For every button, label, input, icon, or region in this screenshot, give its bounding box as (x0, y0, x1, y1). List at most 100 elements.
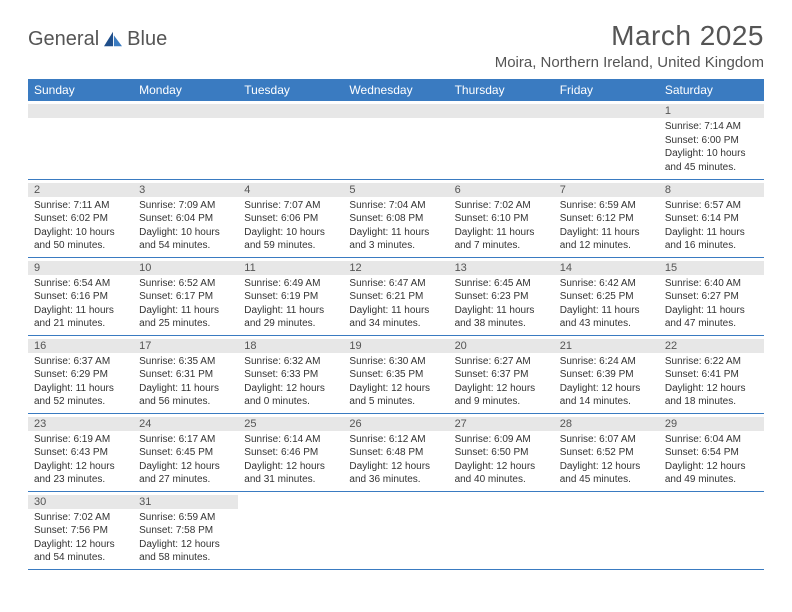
sunrise-text: Sunrise: 6:27 AM (455, 355, 548, 369)
calendar-cell: 29Sunrise: 6:04 AMSunset: 6:54 PMDayligh… (659, 413, 764, 491)
calendar-cell (238, 491, 343, 569)
sunset-text: Sunset: 6:50 PM (455, 446, 548, 460)
daylight2-text: and 49 minutes. (665, 473, 758, 487)
daylight1-text: Daylight: 11 hours (560, 304, 653, 318)
sunrise-text: Sunrise: 7:14 AM (665, 120, 758, 134)
sunset-text: Sunset: 6:25 PM (560, 290, 653, 304)
empty-day-bar (238, 104, 343, 118)
calendar-cell (554, 491, 659, 569)
day-number: 4 (238, 183, 343, 197)
calendar-row: 2Sunrise: 7:11 AMSunset: 6:02 PMDaylight… (28, 179, 764, 257)
daylight2-text: and 52 minutes. (34, 395, 127, 409)
sunset-text: Sunset: 6:52 PM (560, 446, 653, 460)
month-title: March 2025 (495, 20, 764, 52)
calendar-cell: 31Sunrise: 6:59 AMSunset: 7:58 PMDayligh… (133, 491, 238, 569)
day-number: 30 (28, 495, 133, 509)
day-number: 12 (343, 261, 448, 275)
daylight2-text: and 9 minutes. (455, 395, 548, 409)
header: General Blue March 2025 Moira, Northern … (28, 20, 764, 71)
day-number: 19 (343, 339, 448, 353)
weekday-header-row: Sunday Monday Tuesday Wednesday Thursday… (28, 79, 764, 101)
weekday-header: Saturday (659, 79, 764, 101)
day-number: 8 (659, 183, 764, 197)
day-number: 27 (449, 417, 554, 431)
daylight1-text: Daylight: 12 hours (139, 460, 232, 474)
sunset-text: Sunset: 6:04 PM (139, 212, 232, 226)
brand-name-part2: Blue (127, 28, 167, 51)
brand-name-part1: General (28, 28, 99, 51)
sunrise-text: Sunrise: 6:07 AM (560, 433, 653, 447)
sunset-text: Sunset: 6:31 PM (139, 368, 232, 382)
daylight1-text: Daylight: 11 hours (560, 226, 653, 240)
daylight1-text: Daylight: 12 hours (665, 382, 758, 396)
daylight2-text: and 50 minutes. (34, 239, 127, 253)
sunrise-text: Sunrise: 6:37 AM (34, 355, 127, 369)
calendar-cell (238, 101, 343, 179)
daylight1-text: Daylight: 12 hours (665, 460, 758, 474)
brand-logo: General Blue (28, 28, 167, 51)
calendar-cell: 12Sunrise: 6:47 AMSunset: 6:21 PMDayligh… (343, 257, 448, 335)
daylight2-text: and 12 minutes. (560, 239, 653, 253)
sunrise-text: Sunrise: 6:24 AM (560, 355, 653, 369)
calendar-cell: 24Sunrise: 6:17 AMSunset: 6:45 PMDayligh… (133, 413, 238, 491)
calendar-cell: 16Sunrise: 6:37 AMSunset: 6:29 PMDayligh… (28, 335, 133, 413)
daylight2-text: and 34 minutes. (349, 317, 442, 331)
calendar-cell: 5Sunrise: 7:04 AMSunset: 6:08 PMDaylight… (343, 179, 448, 257)
calendar-row: 9Sunrise: 6:54 AMSunset: 6:16 PMDaylight… (28, 257, 764, 335)
sunrise-text: Sunrise: 6:52 AM (139, 277, 232, 291)
day-number: 10 (133, 261, 238, 275)
daylight1-text: Daylight: 11 hours (139, 382, 232, 396)
daylight2-text: and 58 minutes. (139, 551, 232, 565)
daylight2-text: and 54 minutes. (139, 239, 232, 253)
daylight2-text: and 7 minutes. (455, 239, 548, 253)
sunrise-text: Sunrise: 7:09 AM (139, 199, 232, 213)
calendar-cell: 25Sunrise: 6:14 AMSunset: 6:46 PMDayligh… (238, 413, 343, 491)
sunrise-text: Sunrise: 7:02 AM (455, 199, 548, 213)
calendar-cell: 2Sunrise: 7:11 AMSunset: 6:02 PMDaylight… (28, 179, 133, 257)
empty-day-bar (28, 104, 133, 118)
sunset-text: Sunset: 6:41 PM (665, 368, 758, 382)
calendar-table: Sunday Monday Tuesday Wednesday Thursday… (28, 79, 764, 570)
daylight1-text: Daylight: 10 hours (139, 226, 232, 240)
sunrise-text: Sunrise: 6:32 AM (244, 355, 337, 369)
daylight1-text: Daylight: 12 hours (349, 460, 442, 474)
calendar-cell: 19Sunrise: 6:30 AMSunset: 6:35 PMDayligh… (343, 335, 448, 413)
daylight1-text: Daylight: 12 hours (455, 460, 548, 474)
daylight2-text: and 36 minutes. (349, 473, 442, 487)
daylight2-text: and 25 minutes. (139, 317, 232, 331)
location: Moira, Northern Ireland, United Kingdom (495, 54, 764, 71)
daylight2-text: and 29 minutes. (244, 317, 337, 331)
daylight2-text: and 43 minutes. (560, 317, 653, 331)
calendar-cell: 8Sunrise: 6:57 AMSunset: 6:14 PMDaylight… (659, 179, 764, 257)
weekday-header: Sunday (28, 79, 133, 101)
sunrise-text: Sunrise: 6:59 AM (560, 199, 653, 213)
title-block: March 2025 Moira, Northern Ireland, Unit… (495, 20, 764, 71)
day-number: 21 (554, 339, 659, 353)
day-number: 23 (28, 417, 133, 431)
sunset-text: Sunset: 6:45 PM (139, 446, 232, 460)
daylight1-text: Daylight: 11 hours (665, 226, 758, 240)
calendar-cell (449, 101, 554, 179)
sunset-text: Sunset: 6:27 PM (665, 290, 758, 304)
sunset-text: Sunset: 6:39 PM (560, 368, 653, 382)
sunset-text: Sunset: 7:56 PM (34, 524, 127, 538)
day-number: 25 (238, 417, 343, 431)
daylight1-text: Daylight: 11 hours (455, 226, 548, 240)
calendar-cell (449, 491, 554, 569)
sunset-text: Sunset: 6:08 PM (349, 212, 442, 226)
day-number: 9 (28, 261, 133, 275)
calendar-cell (133, 101, 238, 179)
calendar-cell: 30Sunrise: 7:02 AMSunset: 7:56 PMDayligh… (28, 491, 133, 569)
day-number: 15 (659, 261, 764, 275)
weekday-header: Thursday (449, 79, 554, 101)
day-number: 29 (659, 417, 764, 431)
sunset-text: Sunset: 6:06 PM (244, 212, 337, 226)
calendar-cell: 10Sunrise: 6:52 AMSunset: 6:17 PMDayligh… (133, 257, 238, 335)
sunrise-text: Sunrise: 6:14 AM (244, 433, 337, 447)
sunrise-text: Sunrise: 7:11 AM (34, 199, 127, 213)
calendar-cell: 14Sunrise: 6:42 AMSunset: 6:25 PMDayligh… (554, 257, 659, 335)
sunset-text: Sunset: 6:10 PM (455, 212, 548, 226)
sunset-text: Sunset: 6:48 PM (349, 446, 442, 460)
calendar-row: 30Sunrise: 7:02 AMSunset: 7:56 PMDayligh… (28, 491, 764, 569)
weekday-header: Wednesday (343, 79, 448, 101)
